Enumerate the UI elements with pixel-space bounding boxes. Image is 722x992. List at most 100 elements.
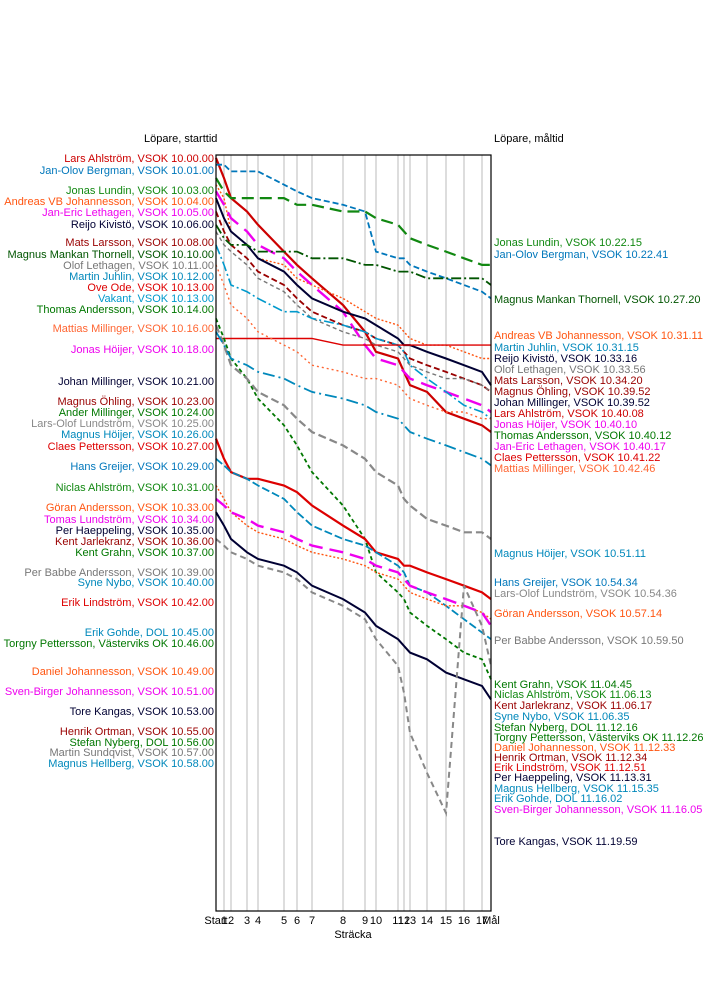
start-label: Magnus Höijer, VSOK 10.26.00 — [61, 429, 214, 441]
finish-label: Magnus Mankan Thornell, VSOK 10.27.20 — [494, 294, 700, 306]
start-label: Martin Sundqvist, VSOK 10.57.00 — [50, 747, 214, 759]
x-tick-14: 14 — [421, 915, 433, 927]
start-label: Tomas Lundström, VSOK 10.34.00 — [44, 514, 214, 526]
series-line-17 — [215, 485, 492, 620]
x-tick-17: 17 — [476, 915, 488, 927]
start-label: Sven-Birger Johannesson, VSOK 10.51.00 — [5, 686, 214, 698]
finish-label: Jonas Höijer, VSOK 10.40.10 — [494, 419, 637, 431]
start-label: Andreas VB Johannesson, VSOK 10.04.00 — [4, 196, 214, 208]
start-label: Reijo Kivistö, VSOK 10.06.00 — [71, 219, 214, 231]
start-label: Kent Grahn, VSOK 10.37.00 — [75, 547, 214, 559]
finish-label: Martin Juhlin, VSOK 10.31.15 — [494, 342, 639, 354]
x-tick-Start: Start — [204, 915, 227, 927]
series-line-8 — [215, 231, 492, 393]
series-line-11 — [215, 264, 491, 420]
left-header: Löpare, starttid — [144, 133, 217, 145]
series-lines — [214, 157, 492, 817]
finish-label: Daniel Johannesson, VSOK 11.12.33 — [494, 742, 675, 754]
start-label: Magnus Mankan Thornell, VSOK 10.10.00 — [8, 249, 214, 261]
start-label: Erik Lindström, VSOK 10.42.00 — [61, 597, 214, 609]
start-label: Mattias Millinger, VSOK 10.16.00 — [53, 323, 214, 335]
series-line-7 — [215, 224, 492, 286]
finish-label: Mats Larsson, VSOK 10.34.20 — [494, 375, 643, 387]
finish-label: Claes Pettersson, VSOK 10.41.22 — [494, 452, 660, 464]
finish-label: Syne Nybo, VSOK 11.06.35 — [494, 711, 630, 723]
finish-label: Reijo Kivistö, VSOK 10.33.16 — [494, 353, 637, 365]
finish-label: Henrik Ortman, VSOK 11.12.34 — [494, 752, 647, 764]
start-label: Martin Juhlin, VSOK 10.12.00 — [69, 271, 214, 283]
x-tick-13: 13 — [404, 915, 416, 927]
x-tick-Mål: Mål — [482, 915, 500, 927]
start-label: Daniel Johannesson, VSOK 10.49.00 — [32, 666, 214, 678]
finish-label: Per Haeppeling, VSOK 11.13.31 — [494, 772, 652, 784]
start-label: Johan Millinger, VSOK 10.21.00 — [58, 376, 214, 388]
x-tick-11: 11 — [392, 915, 403, 927]
start-label: Magnus Öhling, VSOK 10.23.00 — [57, 396, 214, 408]
plot-frame — [215, 154, 492, 912]
start-label: Jonas Lundin, VSOK 10.03.00 — [66, 185, 214, 197]
start-label: Mats Larsson, VSOK 10.08.00 — [65, 237, 214, 249]
series-line-6 — [215, 211, 492, 393]
start-label: Ander Millinger, VSOK 10.24.00 — [59, 407, 214, 419]
x-tick-12: 12 — [398, 915, 410, 927]
x-tick-4: 4 — [255, 915, 261, 927]
series-line-13 — [214, 324, 492, 540]
finish-label: Jonas Lundin, VSOK 10.22.15 — [494, 237, 642, 249]
finish-label: Torgny Pettersson, Västerviks OK 11.12.2… — [494, 732, 704, 744]
finish-label: Göran Andersson, VSOK 10.57.14 — [494, 608, 662, 620]
series-line-14 — [215, 331, 492, 467]
series-line-2 — [215, 177, 491, 266]
finish-label: Johan Millinger, VSOK 10.39.52 — [494, 397, 650, 409]
finish-label: Tore Kangas, VSOK 11.19.59 — [494, 836, 638, 848]
finish-label: Andreas VB Johannesson, VSOK 10.31.11 — [494, 330, 703, 342]
series-line-1 — [216, 163, 492, 300]
x-axis-label: Sträcka — [334, 929, 372, 941]
start-label: Vakant, VSOK 10.13.00 — [98, 293, 214, 305]
finish-label: Hans Greijer, VSOK 10.54.34 — [494, 577, 638, 589]
x-tick-7: 7 — [309, 915, 315, 927]
start-label: Jan-Olov Bergman, VSOK 10.01.00 — [40, 165, 214, 177]
series-line-5 — [215, 197, 492, 386]
x-tick-8: 8 — [340, 915, 346, 927]
start-label: Stefan Nyberg, DOL 10.56.00 — [69, 737, 214, 749]
finish-label: Jan-Olov Bergman, VSOK 10.22.41 — [494, 249, 668, 261]
finish-label: Magnus Öhling, VSOK 10.39.52 — [494, 386, 651, 398]
start-label: Kent Jarlekranz, VSOK 10.36.00 — [55, 536, 214, 548]
finish-label: Sven-Birger Johannesson, VSOK 11.16.05 — [494, 804, 702, 816]
start-label: Jonas Höijer, VSOK 10.18.00 — [71, 344, 214, 356]
start-label: Erik Gohde, DOL 10.45.00 — [85, 627, 214, 639]
x-tick-6: 6 — [294, 915, 300, 927]
finish-label: Stefan Nyberg, DOL 11.12.16 — [494, 722, 638, 734]
finish-label: Jan-Eric Lethagen, VSOK 10.40.17 — [494, 441, 666, 453]
x-tick-15: 15 — [440, 915, 452, 927]
finish-label: Erik Gohde, DOL 11.16.02 — [494, 793, 622, 805]
finish-label: Magnus Hellberg, VSOK 11.15.35 — [494, 783, 659, 795]
series-line-10 — [216, 337, 491, 346]
start-label: Torgny Pettersson, Västerviks OK 10.46.0… — [4, 638, 214, 650]
finish-label: Lars Ahlström, VSOK 10.40.08 — [494, 408, 644, 420]
right-header: Löpare, måltid — [494, 133, 564, 145]
start-label: Niclas Ahlström, VSOK 10.31.00 — [56, 482, 214, 494]
start-label: Lars Ahlström, VSOK 10.00.00 — [64, 153, 214, 165]
start-label: Syne Nybo, VSOK 10.40.00 — [78, 577, 214, 589]
start-label: Magnus Hellberg, VSOK 10.58.00 — [48, 758, 214, 770]
x-tick-3: 3 — [244, 915, 250, 927]
start-label: Per Haeppeling, VSOK 10.35.00 — [56, 525, 214, 537]
start-label: Olof Lethagen, VSOK 10.11.00 — [63, 260, 214, 272]
finish-label: Erik Lindström, VSOK 11.12.51 — [494, 762, 646, 774]
finish-label: Olof Lethagen, VSOK 10.33.56 — [494, 364, 646, 376]
start-label: Ove Ode, VSOK 10.13.00 — [87, 282, 214, 294]
start-label: Thomas Andersson, VSOK 10.14.00 — [37, 304, 214, 316]
series-line-9 — [215, 244, 492, 420]
x-tick-9: 9 — [362, 915, 368, 927]
start-label: Hans Greijer, VSOK 10.29.00 — [70, 461, 214, 473]
series-line-16 — [215, 458, 492, 640]
series-line-12 — [215, 318, 492, 680]
start-label: Henrik Ortman, VSOK 10.55.00 — [60, 726, 214, 738]
finish-label: Kent Grahn, VSOK 11.04.45 — [494, 679, 632, 691]
finish-label: Per Babbe Andersson, VSOK 10.59.50 — [494, 635, 684, 647]
series-line-19 — [215, 511, 492, 700]
